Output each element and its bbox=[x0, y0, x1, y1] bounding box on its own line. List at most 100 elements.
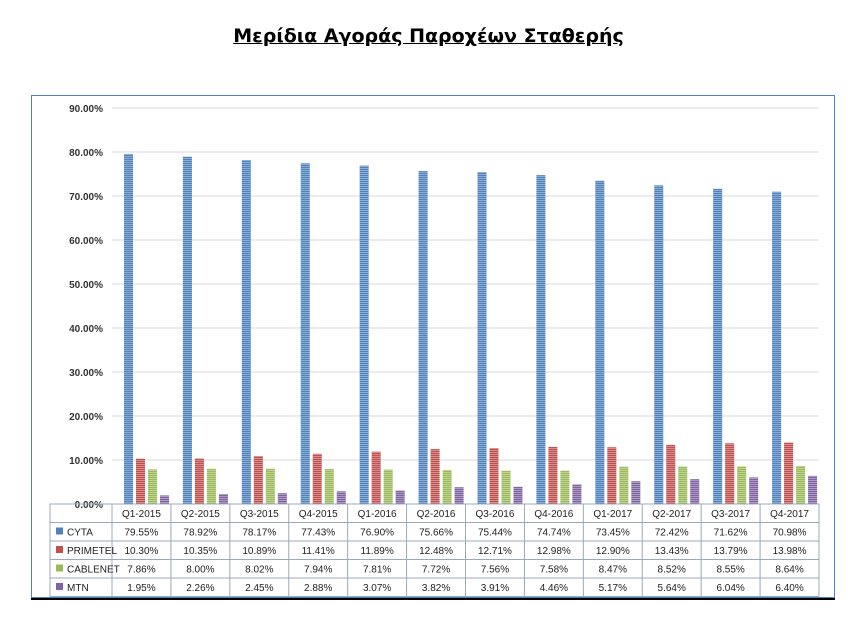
y-tick-label: 30.00% bbox=[69, 368, 103, 379]
data-label: 12.98% bbox=[537, 546, 571, 557]
data-label: 8.52% bbox=[658, 565, 686, 576]
bar-hatch bbox=[572, 484, 582, 504]
data-label: 73.45% bbox=[596, 528, 630, 539]
bar-hatch bbox=[619, 466, 629, 504]
data-label: 12.48% bbox=[419, 546, 453, 557]
data-label: 8.00% bbox=[186, 565, 214, 576]
bar-hatch bbox=[418, 171, 428, 504]
data-label: 13.43% bbox=[655, 546, 689, 557]
bar-hatch bbox=[218, 494, 228, 504]
y-tick-label: 70.00% bbox=[69, 192, 103, 203]
chart-frame bbox=[31, 95, 835, 598]
bar-hatch bbox=[808, 475, 818, 504]
bars bbox=[124, 153, 818, 505]
data-label: 2.26% bbox=[186, 583, 214, 594]
bar-hatch bbox=[489, 448, 499, 504]
data-label: 13.79% bbox=[714, 546, 748, 557]
bar-hatch bbox=[678, 466, 688, 504]
x-tick-label: Q1-2016 bbox=[358, 509, 397, 520]
bar-hatch bbox=[595, 180, 605, 504]
chart-title: Μερίδια Αγοράς Παροχέων Σταθερής bbox=[233, 25, 624, 47]
data-label: 12.71% bbox=[478, 546, 512, 557]
x-tick-label: Q3-2015 bbox=[240, 509, 279, 520]
data-label: 13.98% bbox=[773, 546, 807, 557]
x-tick-label: Q1-2015 bbox=[122, 509, 161, 520]
bar-hatch bbox=[690, 479, 700, 504]
x-tick-label: Q4-2015 bbox=[299, 509, 338, 520]
y-tick-label: 60.00% bbox=[69, 236, 103, 247]
data-label: 74.74% bbox=[537, 528, 571, 539]
data-label: 7.58% bbox=[540, 565, 568, 576]
x-tick-label: Q4-2017 bbox=[770, 509, 809, 520]
data-label: 7.86% bbox=[127, 565, 155, 576]
bar-hatch bbox=[300, 163, 310, 505]
bar-hatch bbox=[371, 451, 381, 504]
data-label: 10.35% bbox=[183, 546, 217, 557]
data-label: 3.91% bbox=[481, 583, 509, 594]
y-tick-label: 50.00% bbox=[69, 280, 103, 291]
legend-key-cyta bbox=[56, 527, 63, 535]
bar-hatch bbox=[548, 446, 558, 504]
data-label: 70.98% bbox=[773, 528, 807, 539]
bar-hatch bbox=[265, 468, 275, 504]
bar-hatch bbox=[501, 470, 511, 504]
data-label: 8.55% bbox=[716, 565, 744, 576]
bar-hatch bbox=[383, 469, 393, 504]
data-label: 11.89% bbox=[361, 546, 394, 557]
data-label: 7.81% bbox=[363, 565, 391, 576]
bar-hatch bbox=[772, 191, 782, 505]
data-label: 3.07% bbox=[363, 583, 391, 594]
data-label: 7.56% bbox=[481, 565, 509, 576]
bar-hatch bbox=[725, 443, 735, 504]
gridlines bbox=[112, 107, 819, 505]
data-label: 76.90% bbox=[360, 528, 394, 539]
data-label: 8.64% bbox=[775, 565, 803, 576]
bar-hatch bbox=[336, 491, 346, 504]
data-table: Q1-2015 Q2-2015 Q3-2015 Q4-2015 Q1-2016 Q2-20… bbox=[49, 503, 820, 597]
bar-hatch bbox=[430, 449, 440, 504]
data-label: 77.43% bbox=[301, 528, 335, 539]
data-label: 72.42% bbox=[655, 528, 689, 539]
data-label: 2.45% bbox=[245, 583, 273, 594]
bar-hatch bbox=[253, 456, 263, 504]
x-tick-label: Q2-2015 bbox=[181, 509, 220, 520]
data-label: 6.40% bbox=[775, 583, 803, 594]
bar-hatch bbox=[737, 466, 747, 504]
bar-hatch bbox=[124, 153, 133, 505]
y-tick-label: 90.00% bbox=[69, 104, 103, 115]
legend-key-mtn bbox=[56, 583, 63, 590]
data-label: 5.64% bbox=[658, 583, 686, 594]
bar-hatch bbox=[513, 486, 523, 504]
legend-label: CABLENET bbox=[67, 565, 120, 576]
x-tick-label: Q2-2017 bbox=[652, 509, 691, 520]
data-label: 75.44% bbox=[478, 528, 512, 539]
bar-hatch bbox=[182, 156, 192, 504]
data-label: 12.90% bbox=[596, 546, 630, 557]
bar-hatch bbox=[654, 185, 664, 505]
data-label: 3.82% bbox=[422, 583, 450, 594]
data-label: 5.17% bbox=[599, 583, 627, 594]
data-label: 10.89% bbox=[242, 546, 276, 557]
legend-label: PRIMETEL bbox=[67, 546, 117, 557]
data-label: 7.72% bbox=[422, 565, 450, 576]
x-tick-label: Q3-2017 bbox=[711, 509, 750, 520]
bar-hatch bbox=[194, 458, 204, 504]
y-tick-label: 80.00% bbox=[69, 148, 103, 159]
bar-hatch bbox=[631, 481, 641, 504]
bar-hatch bbox=[749, 477, 759, 504]
data-label: 6.04% bbox=[716, 583, 744, 594]
bar-hatch bbox=[607, 447, 617, 504]
bar-hatch bbox=[395, 490, 405, 504]
data-label: 4.46% bbox=[540, 583, 568, 594]
y-tick-label: 20.00% bbox=[69, 412, 103, 423]
data-label: 78.17% bbox=[242, 528, 276, 539]
bar-hatch bbox=[324, 469, 334, 504]
legend-label: CYTA bbox=[67, 528, 93, 539]
data-label: 11.41% bbox=[302, 546, 335, 557]
bar-hatch bbox=[241, 160, 251, 504]
bar-hatch bbox=[277, 493, 287, 504]
bar-hatch bbox=[477, 172, 487, 504]
data-label: 75.66% bbox=[419, 528, 453, 539]
bar-hatch bbox=[454, 487, 464, 504]
